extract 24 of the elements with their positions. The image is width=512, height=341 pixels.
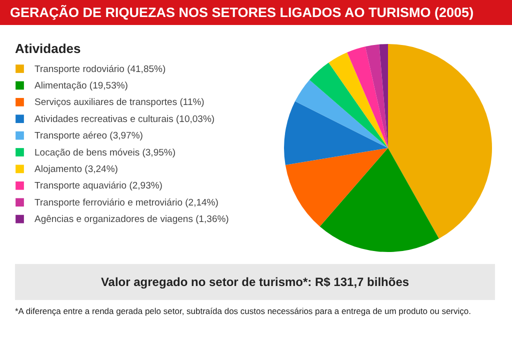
legend-label: Transporte ferroviário e metroviário (2,14%) <box>34 197 218 208</box>
pie-slice <box>295 80 388 148</box>
legend-label: Transporte aquaviário (2,93%) <box>34 180 162 192</box>
legend-title: Atividades <box>15 41 81 56</box>
chart-title: GERAÇÃO DE RIQUEZAS NOS SETORES LIGADOS AO TURISMO (2005) <box>0 0 512 25</box>
legend-label: Serviços auxiliares de transportes (11%) <box>34 97 204 108</box>
legend-label: Atividades recreativas e culturais (10,03%) <box>34 114 215 125</box>
pie-slice <box>285 148 388 227</box>
text: *A diferença entre a renda gerada pelo setor, subtraída dos custos necessários para a entrega de um produto ou serviço. <box>15 306 472 317</box>
legend-label: Alimentação (19,53%) <box>34 80 128 92</box>
legend-label: Alojamento (3,24%) <box>34 164 118 175</box>
pie-slice <box>320 148 439 252</box>
pie-slice <box>388 44 492 239</box>
pie-slice <box>284 101 388 166</box>
legend-label: Transporte rodoviário (41,85%) <box>34 64 166 75</box>
text: Valor agregado no setor de turismo*: R$ 131,7 bilhões <box>15 264 495 300</box>
legend-label: Agências e organizadores de viagens (1,36%) <box>34 214 229 226</box>
legend-label: Locação de bens móveis (3,95%) <box>34 147 176 158</box>
pie-slice <box>379 44 388 148</box>
pie-slice <box>347 46 388 148</box>
pie-slice <box>328 52 388 148</box>
pie-slice <box>365 44 388 148</box>
pie-slice <box>309 62 388 148</box>
legend-label: Transporte aéreo (3,97%) <box>34 130 143 142</box>
